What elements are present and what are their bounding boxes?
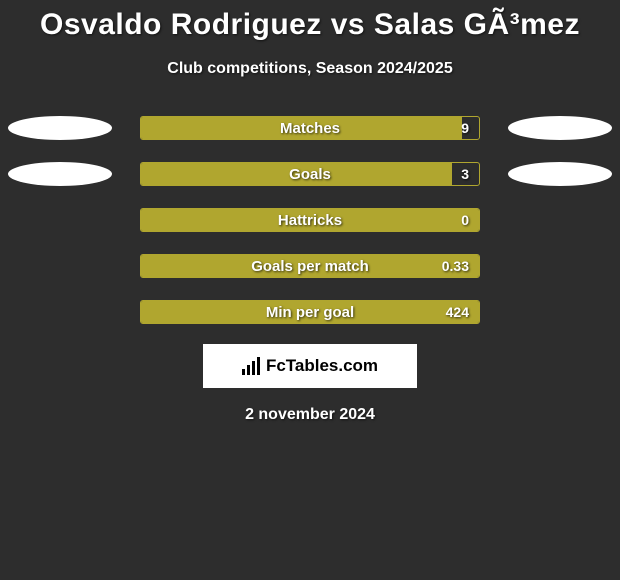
stat-bar: Goals per match0.33 bbox=[140, 254, 480, 278]
right-ellipse bbox=[508, 116, 612, 140]
left-ellipse bbox=[8, 162, 112, 186]
stat-label: Hattricks bbox=[141, 209, 479, 231]
stat-label: Matches bbox=[141, 117, 479, 139]
page-title: Osvaldo Rodriguez vs Salas GÃ³mez bbox=[0, 8, 620, 42]
right-ellipse bbox=[508, 162, 612, 186]
date-text: 2 november 2024 bbox=[0, 406, 620, 424]
stat-bar: Matches9 bbox=[140, 116, 480, 140]
stat-label: Goals bbox=[141, 163, 479, 185]
bar-chart-icon bbox=[242, 357, 260, 375]
stat-bar: Hattricks0 bbox=[140, 208, 480, 232]
stat-value: 424 bbox=[446, 301, 469, 323]
stat-label: Min per goal bbox=[141, 301, 479, 323]
stat-rows: Matches9Goals3Hattricks0Goals per match0… bbox=[0, 116, 620, 324]
stat-value: 0 bbox=[461, 209, 469, 231]
stat-row: Hattricks0 bbox=[0, 208, 620, 232]
stat-row: Matches9 bbox=[0, 116, 620, 140]
branding-text: FcTables.com bbox=[266, 356, 378, 376]
stat-row: Goals3 bbox=[0, 162, 620, 186]
branding-badge: FcTables.com bbox=[203, 344, 417, 388]
stat-row: Goals per match0.33 bbox=[0, 254, 620, 278]
left-ellipse bbox=[8, 116, 112, 140]
stat-label: Goals per match bbox=[141, 255, 479, 277]
stat-row: Min per goal424 bbox=[0, 300, 620, 324]
stat-value: 0.33 bbox=[442, 255, 469, 277]
subtitle: Club competitions, Season 2024/2025 bbox=[0, 60, 620, 78]
stat-value: 9 bbox=[461, 117, 469, 139]
stat-bar: Min per goal424 bbox=[140, 300, 480, 324]
comparison-chart: Osvaldo Rodriguez vs Salas GÃ³mez Club c… bbox=[0, 0, 620, 424]
stat-value: 3 bbox=[461, 163, 469, 185]
stat-bar: Goals3 bbox=[140, 162, 480, 186]
